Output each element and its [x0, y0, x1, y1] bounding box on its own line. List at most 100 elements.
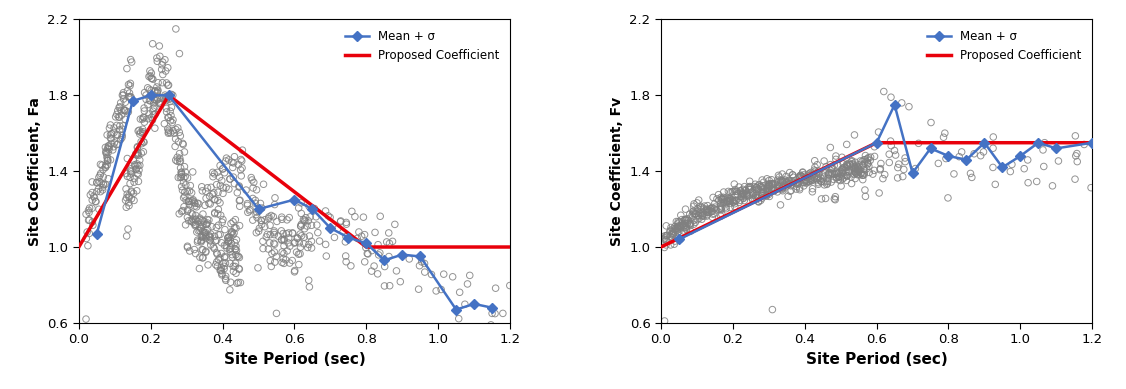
Point: [211, 163, 229, 169]
Point: [86, 194, 104, 201]
Point: [962, 170, 980, 177]
Point: [337, 253, 355, 259]
Point: [256, 224, 274, 230]
Point: [694, 212, 712, 218]
Point: [170, 129, 188, 135]
Point: [695, 213, 713, 219]
Point: [162, 104, 180, 110]
Point: [777, 173, 795, 179]
Point: [99, 158, 117, 164]
Point: [178, 214, 196, 221]
Point: [135, 105, 153, 111]
Point: [882, 94, 900, 100]
Point: [785, 178, 803, 184]
Point: [200, 233, 218, 239]
Point: [715, 199, 733, 205]
Point: [141, 86, 159, 93]
Point: [122, 166, 140, 172]
Point: [100, 143, 118, 149]
Point: [821, 170, 839, 176]
Point: [422, 272, 440, 278]
Point: [91, 170, 109, 177]
Point: [116, 116, 134, 123]
Point: [284, 230, 302, 236]
Point: [865, 167, 883, 173]
Point: [184, 169, 202, 175]
Point: [226, 246, 244, 252]
Point: [295, 234, 313, 240]
Point: [738, 192, 756, 198]
Point: [820, 171, 838, 177]
Point: [741, 187, 759, 193]
Point: [181, 182, 199, 189]
Point: [337, 239, 355, 245]
Point: [821, 161, 839, 168]
Point: [305, 205, 323, 212]
Point: [658, 232, 676, 238]
Point: [692, 216, 711, 223]
Point: [135, 119, 153, 125]
Point: [115, 96, 133, 102]
Point: [688, 217, 706, 223]
Point: [101, 132, 119, 138]
Point: [187, 251, 205, 257]
Point: [207, 182, 225, 188]
Point: [95, 166, 113, 173]
Point: [835, 167, 854, 173]
Point: [723, 189, 741, 195]
Point: [707, 207, 725, 213]
Point: [691, 209, 709, 215]
Point: [843, 158, 861, 164]
Point: [172, 169, 190, 175]
Point: [760, 177, 778, 184]
Point: [102, 131, 120, 137]
Point: [205, 245, 223, 252]
Point: [841, 161, 859, 168]
Point: [221, 237, 239, 244]
Point: [225, 224, 243, 231]
Point: [837, 169, 855, 175]
Point: [763, 307, 781, 313]
Point: [780, 180, 798, 186]
Point: [770, 184, 788, 190]
Point: [813, 172, 831, 178]
Point: [128, 144, 146, 151]
Point: [781, 183, 799, 189]
Point: [826, 194, 844, 200]
Point: [190, 224, 208, 230]
Point: [1066, 153, 1084, 159]
Point: [854, 162, 872, 168]
Point: [750, 198, 768, 205]
Point: [318, 253, 336, 259]
Point: [175, 175, 193, 181]
Point: [182, 218, 200, 224]
Point: [149, 87, 167, 93]
Point: [185, 197, 203, 203]
Point: [80, 217, 98, 223]
Point: [858, 156, 876, 162]
Point: [151, 43, 169, 49]
Point: [227, 280, 245, 286]
Point: [142, 75, 160, 81]
Point: [180, 198, 198, 205]
Point: [277, 257, 295, 263]
Point: [205, 190, 223, 196]
Point: [677, 217, 695, 224]
Point: [132, 138, 150, 145]
Point: [1067, 151, 1085, 157]
Point: [200, 237, 218, 243]
Point: [87, 199, 105, 205]
Point: [212, 212, 230, 218]
Point: [749, 185, 767, 191]
Point: [172, 209, 190, 215]
Point: [131, 131, 149, 137]
Point: [141, 98, 159, 104]
Point: [828, 174, 846, 180]
Point: [172, 171, 190, 177]
Point: [286, 269, 304, 275]
Point: [225, 154, 243, 160]
Point: [131, 127, 149, 133]
Point: [704, 194, 722, 201]
Point: [213, 268, 231, 274]
Point: [656, 237, 674, 243]
